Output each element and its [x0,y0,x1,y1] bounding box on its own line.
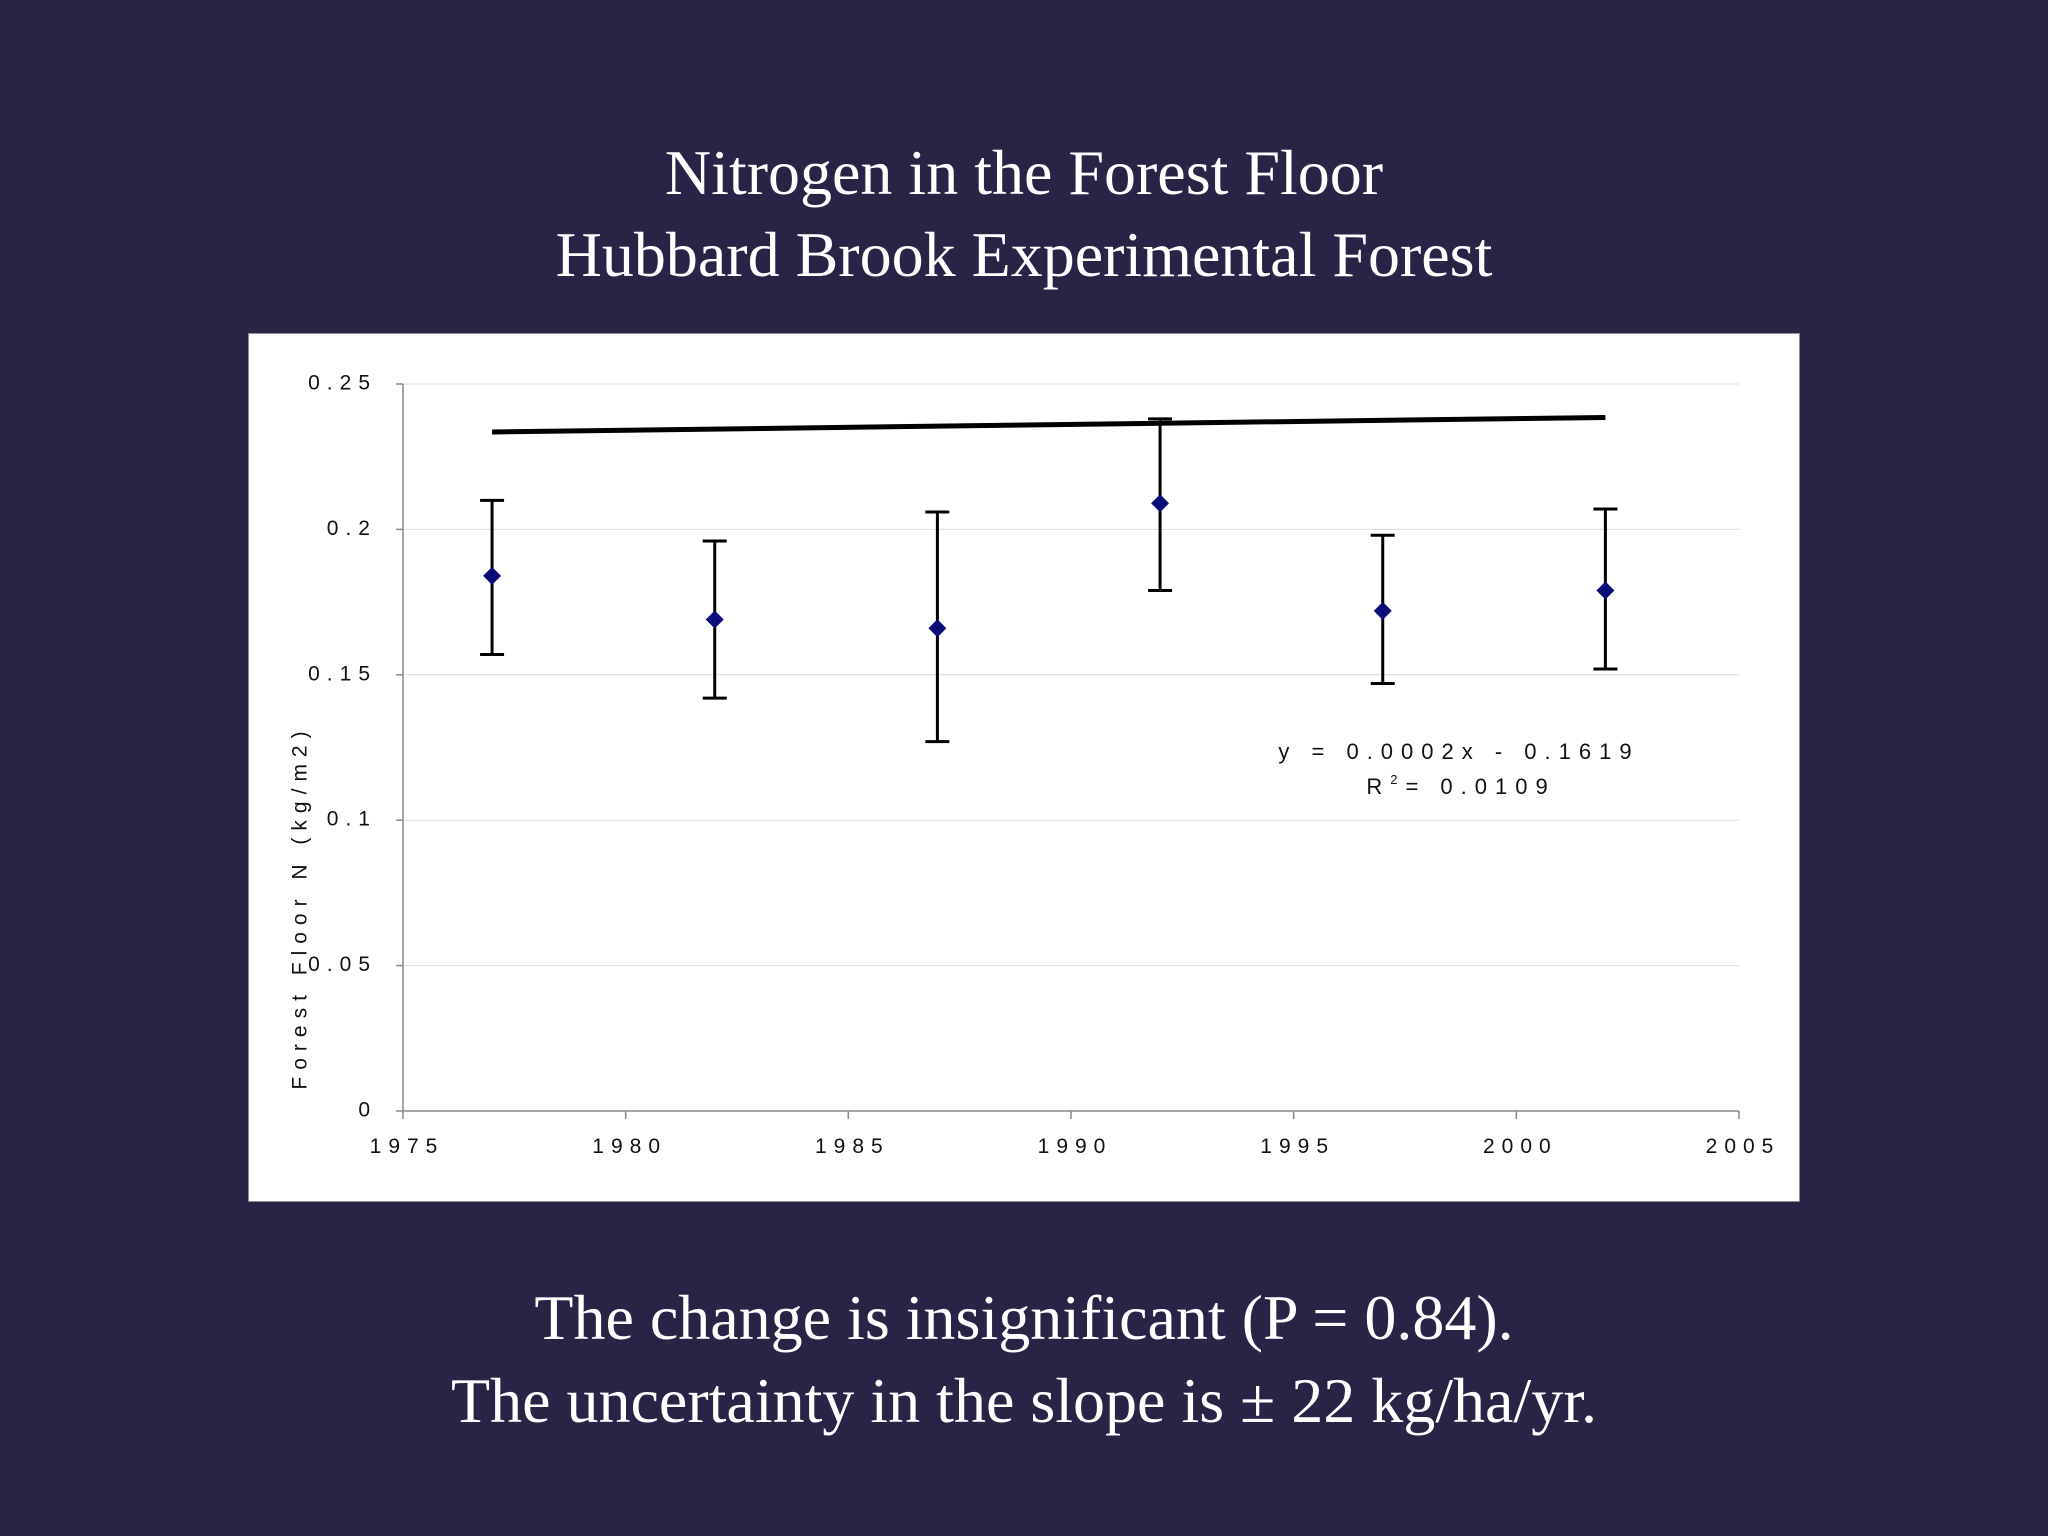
trendline-equation: y = 0.0002x - 0.1619 [1278,739,1639,764]
x-tick-label: 1975 [370,1135,445,1158]
data-point-marker [1373,601,1392,620]
title-line-2: Hubbard Brook Experimental Forest [555,219,1493,290]
x-tick-label: 1995 [1260,1135,1335,1158]
scatter-chart: 0 0.05 0.1 0.15 0.2 0.25 1975 1980 1985 1990 1995 2… [289,372,1781,1158]
r-squared-superscript: 2 [1390,772,1405,787]
y-tick-label: 0 [358,1099,377,1122]
axes [396,383,1740,1119]
data-points [483,494,1615,638]
error-bars [480,417,1618,744]
r-squared-label: R2= 0.0109 [1366,772,1555,799]
data-point-marker [1596,581,1615,600]
y-axis-label: Forest Floor N (kg/m2) [289,724,312,1089]
footer-line-2: The uncertainty in the slope is ± 22 kg/… [451,1365,1597,1436]
slide-title: Nitrogen in the Forest Floor Hubbard Bro… [0,132,2048,296]
y-tick-label: 0.25 [308,372,377,395]
footer-line-1: The change is insignificant (P = 0.84). [534,1282,1514,1353]
data-point-marker [928,619,947,638]
x-tick-label: 2005 [1706,1135,1781,1158]
y-tick-label: 0.2 [327,517,377,540]
grid-lines [403,383,1739,967]
trendline [492,414,1606,435]
y-tick-label: 0.15 [308,662,377,685]
x-tick-label: 1980 [592,1135,667,1158]
y-tick-label: 0.1 [327,808,377,831]
y-tick-label: 0.05 [308,953,377,976]
data-point-marker [705,610,724,629]
slide-footer: The change is insignificant (P = 0.84). … [0,1276,2048,1442]
title-line-1: Nitrogen in the Forest Floor [664,137,1384,208]
data-point-marker [483,566,502,585]
tick-labels: 0 0.05 0.1 0.15 0.2 0.25 1975 1980 1985 1990 1995 2… [308,372,1781,1158]
chart-panel: 0 0.05 0.1 0.15 0.2 0.25 1975 1980 1985 1990 1995 2… [248,333,1800,1202]
x-tick-label: 1990 [1038,1135,1113,1158]
r-squared-prefix: R [1366,774,1390,799]
x-tick-label: 2000 [1483,1135,1558,1158]
data-point-marker [1151,494,1170,513]
x-tick-label: 1985 [815,1135,890,1158]
trendline-group [492,414,1606,435]
r-squared-value: = 0.0109 [1405,774,1555,799]
